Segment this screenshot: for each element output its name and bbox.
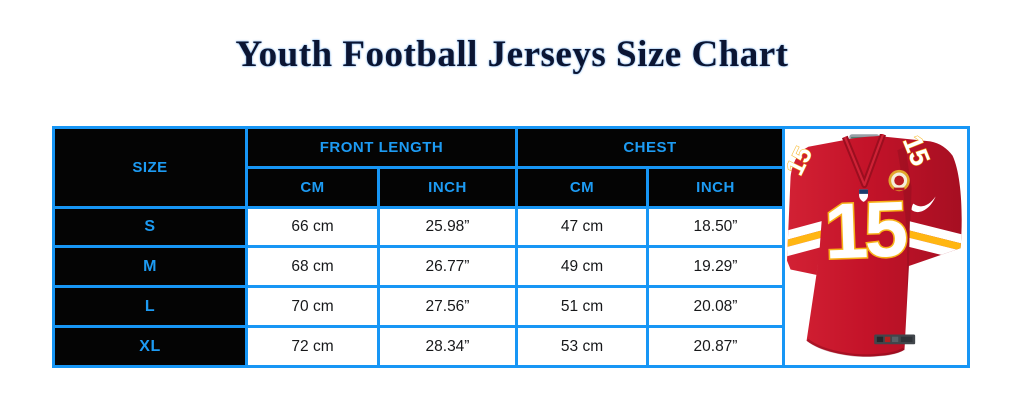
row-m-chest-cm: 49 cm [518, 248, 646, 286]
row-xl-chest-cm: 53 cm [518, 328, 646, 365]
row-l-size-label: L [55, 288, 245, 326]
row-l-chest-cm: 51 cm [518, 288, 646, 326]
header-front-inch: INCH [380, 168, 515, 206]
nfl-shield-icon [859, 189, 868, 202]
row-s-front-inch: 25.98” [380, 208, 515, 246]
header-front-cm: CM [248, 168, 377, 206]
header-size: SIZE [55, 129, 245, 206]
size-chart-table: SIZE FRONT LENGTH CHEST CM INCH CM INCH … [52, 126, 970, 368]
row-l-front-inch: 27.56” [380, 288, 515, 326]
row-xl-chest-inch: 20.87” [649, 328, 782, 365]
header-chest: CHEST [518, 129, 782, 166]
header-chest-cm: CM [518, 168, 646, 206]
row-l-chest-inch: 20.08” [649, 288, 782, 326]
row-l-front-cm: 70 cm [248, 288, 377, 326]
row-m-size-label: M [55, 248, 245, 286]
chiefs-patch-icon [888, 169, 910, 192]
jersey-body [787, 136, 962, 357]
row-xl-size-label: XL [55, 328, 245, 365]
row-m-chest-inch: 19.29” [649, 248, 782, 286]
jersey-cell: 15 15 15 [785, 129, 967, 365]
jock-tag [874, 334, 916, 345]
row-s-front-cm: 66 cm [248, 208, 377, 246]
row-m-front-cm: 68 cm [248, 248, 377, 286]
row-m-front-inch: 26.77” [380, 248, 515, 286]
jersey-hem [806, 338, 905, 357]
row-xl-front-inch: 28.34” [380, 328, 515, 365]
jersey-chest-number: 15 [823, 185, 908, 276]
row-s-size-label: S [55, 208, 245, 246]
row-s-chest-cm: 47 cm [518, 208, 646, 246]
header-chest-inch: INCH [649, 168, 782, 206]
jersey-image: 15 15 15 [787, 134, 962, 357]
jersey-shading [897, 146, 912, 351]
page-title: Youth Football Jerseys Size Chart [235, 34, 789, 75]
jersey-collar [841, 134, 887, 189]
left-sleeve-stripes [787, 219, 825, 260]
row-xl-front-cm: 72 cm [248, 328, 377, 365]
row-s-chest-inch: 18.50” [649, 208, 782, 246]
nike-swoosh-icon [911, 196, 936, 213]
header-front-length: FRONT LENGTH [248, 129, 515, 166]
